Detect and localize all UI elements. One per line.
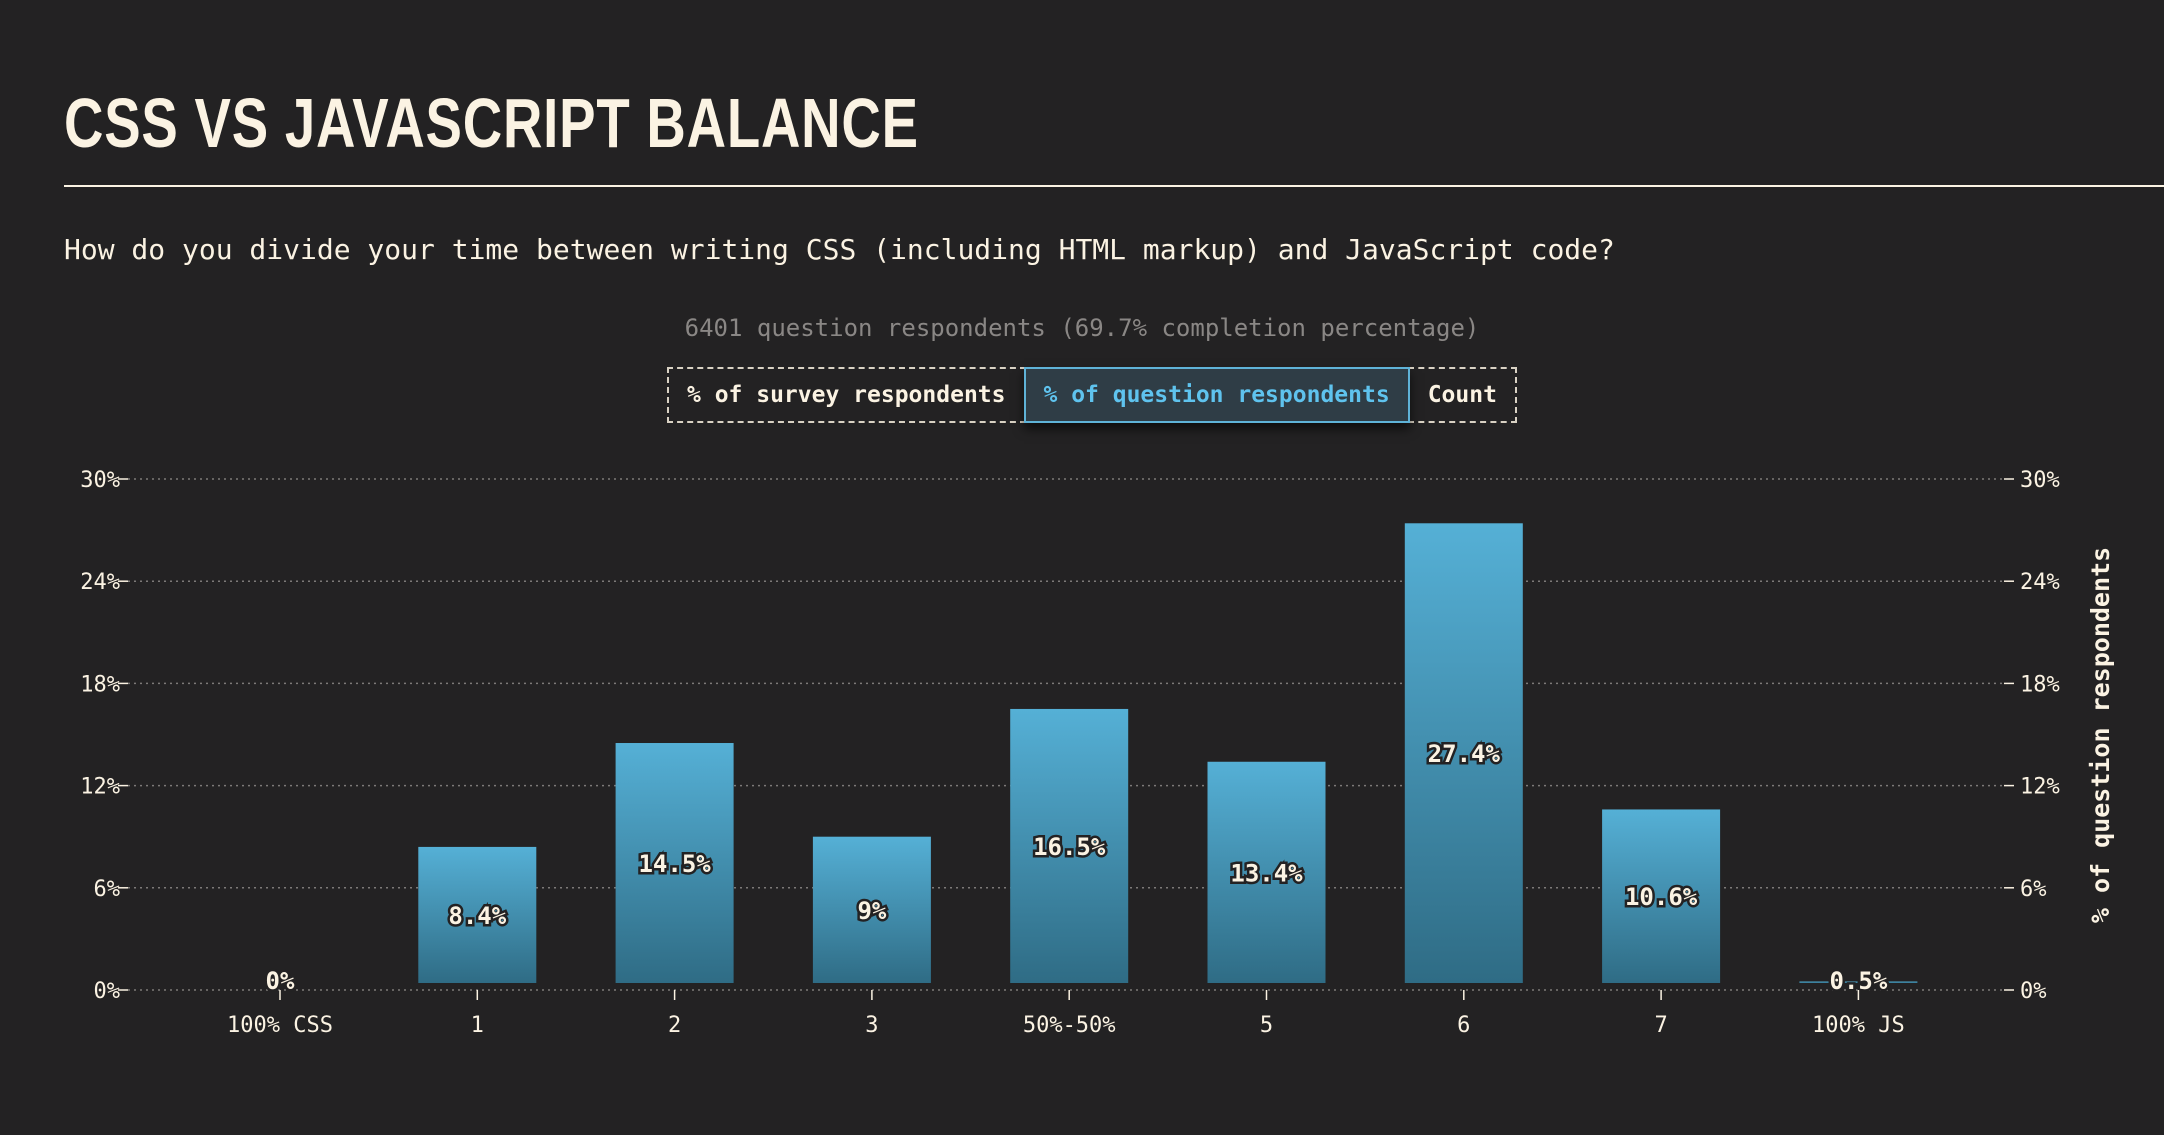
bar-value-label: 27.4% xyxy=(1428,740,1501,768)
y-tick-label-left: 18% xyxy=(80,672,120,697)
y-tick-label-left: 12% xyxy=(80,775,120,800)
bar[interactable] xyxy=(1602,809,1721,983)
title-divider xyxy=(64,185,2164,187)
bar-value-label: 14.5% xyxy=(638,850,711,878)
x-tick-label: 5 xyxy=(1260,1013,1273,1038)
x-tick-label: 1 xyxy=(471,1013,484,1038)
survey-respondents-button[interactable]: % of survey respondents xyxy=(667,367,1026,423)
y-tick-label-left: 30% xyxy=(80,468,120,493)
bar[interactable] xyxy=(418,846,537,983)
x-tick-label: 7 xyxy=(1654,1013,1667,1038)
bar-value-label: 10.6% xyxy=(1625,883,1698,911)
count-button[interactable]: Count xyxy=(1407,367,1517,423)
y-tick-label-right: 6% xyxy=(2020,877,2047,902)
survey-question: How do you divide your time between writ… xyxy=(64,233,1615,266)
question-respondents-button[interactable]: % of question respondents xyxy=(1023,367,1410,423)
bar-value-label: 9% xyxy=(857,897,886,925)
x-tick-label: 2 xyxy=(668,1013,681,1038)
bar[interactable] xyxy=(812,836,931,983)
y-tick-label-right: 18% xyxy=(2020,672,2060,697)
y-tick-label-left: 0% xyxy=(94,979,121,1004)
y-tick-label-right: 24% xyxy=(2020,570,2060,595)
axes: 0% 0% 6% 6% 12% 12% 18% 18% 24% 24% 30% 30% 100% CSS… xyxy=(80,468,2060,1038)
bar[interactable] xyxy=(1010,708,1129,983)
x-tick-label: 3 xyxy=(865,1013,878,1038)
bars xyxy=(418,523,1918,983)
respondents-note: 6401 question respondents (69.7% complet… xyxy=(684,314,1480,342)
y-axis-title: % of question respondents xyxy=(2086,547,2115,923)
x-tick-label: 50%-50% xyxy=(1023,1013,1116,1038)
chart-title: CSS vs JavaScript Balance xyxy=(64,84,919,162)
units-toggle: % of survey respondents % of question re… xyxy=(667,367,1517,423)
y-tick-label-right: 0% xyxy=(2020,979,2047,1004)
x-tick-label: 6 xyxy=(1457,1013,1470,1038)
bar-value-label: 16.5% xyxy=(1033,833,1106,861)
x-tick-label: 100% CSS xyxy=(227,1013,333,1038)
y-tick-label-right: 30% xyxy=(2020,468,2060,493)
x-tick-label: 100% JS xyxy=(1812,1013,1905,1038)
bar-value-labels: 0%8.4%14.5%9%16.5%13.4%27.4%10.6%0.5% xyxy=(263,738,1890,998)
bar-value-label: 8.4% xyxy=(448,902,506,930)
y-tick-label-right: 12% xyxy=(2020,775,2060,800)
y-tick-label-left: 24% xyxy=(80,570,120,595)
bar[interactable] xyxy=(1207,761,1326,983)
bar[interactable] xyxy=(1404,523,1523,983)
bar-value-label: 13.4% xyxy=(1230,859,1303,887)
bar[interactable] xyxy=(1799,981,1918,983)
y-tick-label-left: 6% xyxy=(94,877,121,902)
bar[interactable] xyxy=(615,743,734,983)
